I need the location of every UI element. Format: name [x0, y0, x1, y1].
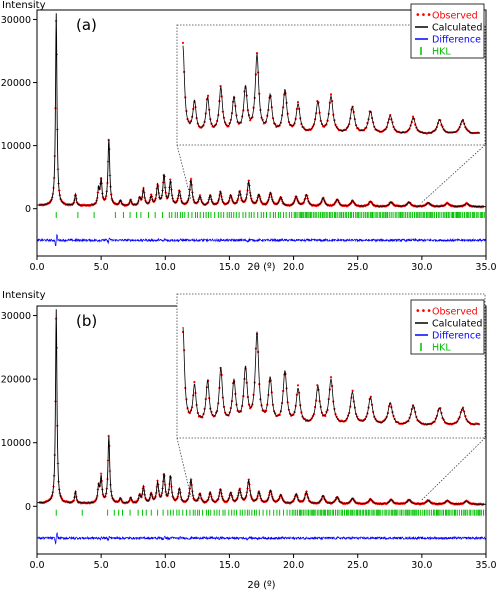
inset-observed-point — [249, 119, 252, 122]
difference-line — [36, 233, 487, 247]
inset-observed-point — [329, 93, 333, 96]
panel-label: (a) — [76, 16, 97, 34]
legend-box — [410, 3, 485, 59]
legend-observed-marker: ••• — [415, 306, 432, 317]
difference-line — [36, 531, 487, 545]
inset-observed-point — [411, 115, 415, 118]
panel-b: 0.0 5.0 10.0 15.0 20.0 25.0 30.0 35.0 0 10000 2000… — [1, 290, 497, 591]
x-axis-label: 2θ (º) — [247, 262, 275, 273]
y-axis-label: Intensity — [2, 290, 46, 301]
x-tick-label: 5.0 — [94, 262, 109, 273]
inset — [176, 293, 486, 501]
legend-label: Observed — [432, 11, 478, 22]
x-tick-label: 20.0 — [283, 560, 304, 571]
x-tick-label: 0.0 — [29, 262, 44, 273]
y-tick-label: 0 — [25, 502, 31, 513]
x-tick-label: 0.0 — [29, 560, 44, 571]
y-tick-label: 20000 — [1, 78, 31, 89]
inset-calculated-line — [182, 45, 480, 134]
panel-a: 0.0 5.0 10.0 15.0 20.0 25.0 30.0 35.0 0 10000 2000… — [1, 0, 497, 273]
plot-frame — [36, 9, 487, 257]
x-tick-label: 5.0 — [94, 560, 109, 571]
x-tick-label: 30.0 — [411, 262, 432, 273]
x-tick-label: 15.0 — [219, 560, 240, 571]
inset-connector — [421, 144, 486, 203]
inset-connector — [176, 437, 192, 497]
x-tick-label: 35.0 — [475, 262, 496, 273]
legend-label: Difference — [432, 331, 481, 342]
y-tick-label: 10000 — [1, 141, 31, 152]
inset-connector — [176, 144, 192, 200]
legend-observed-marker: ••• — [415, 10, 432, 21]
y-tick-label: 20000 — [1, 375, 31, 386]
inset-observed-point — [296, 101, 300, 104]
calculated-line — [36, 13, 486, 208]
x-tick-label: 25.0 — [347, 262, 368, 273]
hkl-markers — [55, 212, 485, 218]
inset-observed-point — [181, 41, 185, 44]
panel-label: (b) — [76, 312, 97, 330]
x-axis-label: 2θ (º) — [247, 580, 275, 591]
y-axis-label: Intensity — [2, 0, 46, 11]
x-tick-label: 20.0 — [283, 262, 304, 273]
inset-frame — [176, 293, 486, 439]
inset-observed-point — [296, 384, 300, 387]
y-tick-label: 30000 — [1, 15, 31, 26]
observed-point — [99, 472, 103, 475]
legend-label: Difference — [432, 35, 481, 46]
inset-calculated-line — [182, 326, 480, 425]
x-tick-label: 10.0 — [155, 262, 176, 273]
y-tick-label: 0 — [25, 204, 31, 215]
legend-label: HKL — [432, 47, 451, 58]
y-tick-label: 30000 — [1, 311, 31, 322]
inset-observed-point — [329, 376, 333, 379]
legend-label: Calculated — [432, 23, 482, 34]
legend-box — [410, 299, 485, 355]
legend-label: Calculated — [432, 319, 482, 330]
x-tick-label: 25.0 — [347, 560, 368, 571]
x-tick-label: 15.0 — [219, 262, 240, 273]
hkl-markers — [55, 509, 486, 516]
x-tick-label: 30.0 — [411, 560, 432, 571]
inset-observed-point — [255, 52, 259, 55]
calculated-line — [37, 309, 486, 505]
inset-observed-point — [351, 389, 354, 392]
x-tick-label: 10.0 — [155, 560, 176, 571]
x-tick-label: 35.0 — [475, 560, 496, 571]
inset-observed-point — [193, 380, 196, 384]
legend-label: HKL — [432, 343, 451, 354]
y-tick-label: 10000 — [1, 438, 31, 449]
legend-label: Observed — [432, 307, 478, 318]
